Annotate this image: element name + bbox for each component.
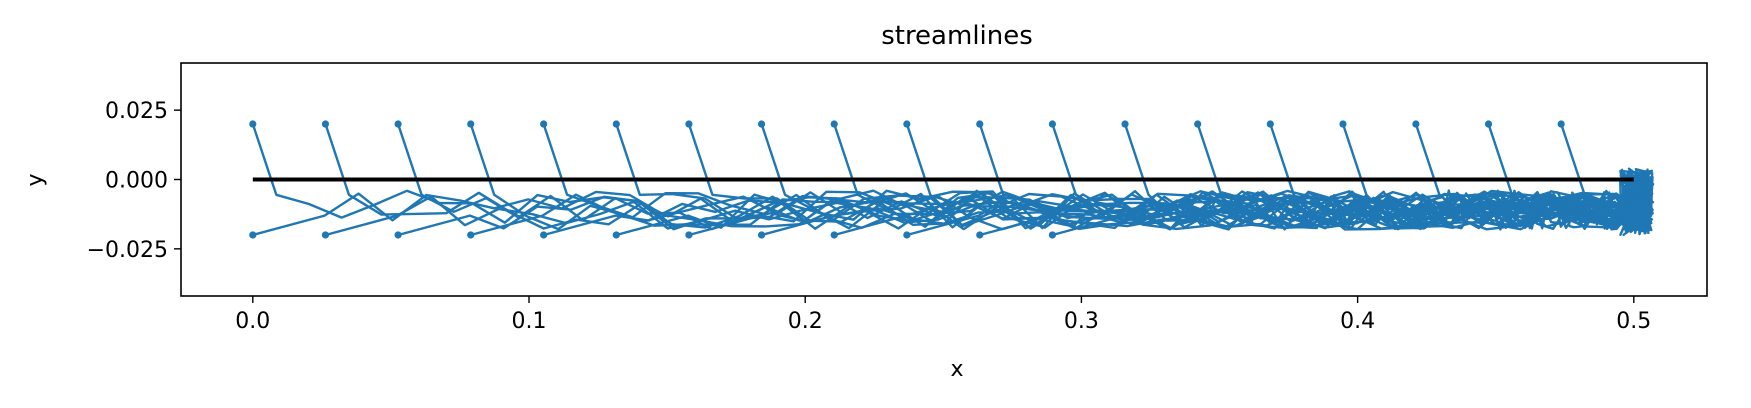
seed-point-top-9 xyxy=(903,120,911,128)
y-tick-label: 0.025 xyxy=(105,99,168,124)
seed-point-top-3 xyxy=(467,120,475,128)
seed-point-bottom-4 xyxy=(540,231,548,239)
seed-point-bottom-5 xyxy=(612,231,620,239)
seed-point-bottom-0 xyxy=(249,231,257,239)
streamline-bottom-1 xyxy=(325,181,1651,237)
y-axis-label: y xyxy=(23,173,48,186)
y-tick-label: −0.025 xyxy=(87,238,168,263)
seed-point-top-6 xyxy=(685,120,693,128)
seed-point-bottom-2 xyxy=(394,231,402,239)
seed-point-bottom-3 xyxy=(467,231,475,239)
seed-point-top-4 xyxy=(540,120,548,128)
seed-point-top-12 xyxy=(1121,120,1129,128)
seed-point-top-15 xyxy=(1339,120,1347,128)
seed-point-top-0 xyxy=(249,120,257,128)
chart-title: streamlines xyxy=(881,21,1033,51)
seed-point-top-2 xyxy=(394,120,402,128)
wake-streamline-7 xyxy=(1491,172,1649,231)
seed-point-top-16 xyxy=(1412,120,1420,128)
x-tick-label: 0.3 xyxy=(1064,309,1099,334)
seed-point-top-14 xyxy=(1266,120,1274,128)
x-tick-label: 0.5 xyxy=(1616,309,1651,334)
wake-streamline-9 xyxy=(1238,170,1653,236)
x-tick-label: 0.2 xyxy=(788,309,823,334)
seed-point-top-11 xyxy=(1048,120,1057,128)
seed-point-top-17 xyxy=(1484,120,1493,128)
seed-point-top-18 xyxy=(1557,120,1565,128)
seed-point-bottom-11 xyxy=(1048,231,1057,239)
seed-point-top-5 xyxy=(612,120,620,128)
x-tick-label: 0.4 xyxy=(1340,309,1375,334)
seed-point-bottom-1 xyxy=(321,231,330,239)
seed-point-top-10 xyxy=(976,120,984,128)
x-axis-ticks: 0.0 0.1 0.2 0.3 0.4 0.5 xyxy=(235,296,1651,334)
seed-point-top-8 xyxy=(830,120,838,128)
seed-point-top-1 xyxy=(321,120,330,128)
wake-streamline-6 xyxy=(1473,182,1654,232)
seed-point-bottom-10 xyxy=(976,231,984,239)
seed-point-top-13 xyxy=(1194,120,1202,128)
y-tick-label: 0.000 xyxy=(105,169,168,194)
x-tick-label: 0.1 xyxy=(512,309,547,334)
seed-point-bottom-8 xyxy=(830,231,838,239)
seed-point-top-7 xyxy=(757,120,766,128)
x-tick-label: 0.0 xyxy=(235,309,270,334)
y-axis-ticks: 0.025 0.000 −0.025 xyxy=(87,99,181,263)
seed-point-bottom-7 xyxy=(757,231,766,239)
seed-point-bottom-6 xyxy=(685,231,693,239)
plot-area xyxy=(249,120,1655,239)
seed-point-bottom-9 xyxy=(903,231,911,239)
x-axis-label: x xyxy=(950,357,963,382)
